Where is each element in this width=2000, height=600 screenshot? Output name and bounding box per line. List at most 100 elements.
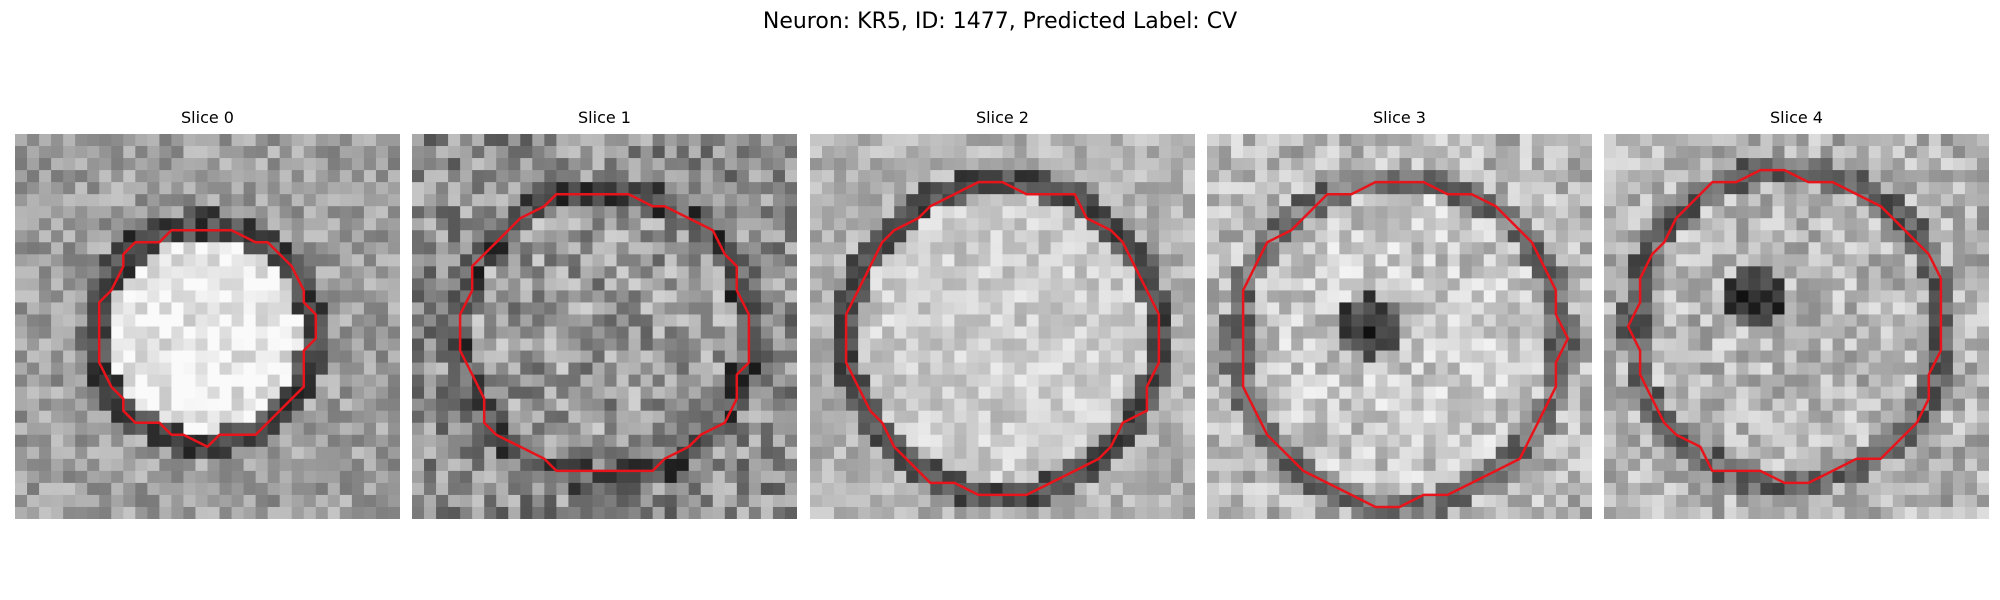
pixel-cell	[207, 242, 221, 255]
pixel-cell	[171, 494, 185, 508]
pixel-cell	[894, 230, 907, 243]
pixel-cell	[1952, 350, 1966, 364]
pixel-cell	[1002, 230, 1016, 243]
pixel-cell	[700, 242, 714, 255]
pixel-cell	[448, 206, 461, 219]
pixel-cell	[1495, 290, 1509, 304]
pixel-cell	[1207, 158, 1220, 171]
pixel-cell	[351, 278, 365, 292]
pixel-cell	[1279, 494, 1292, 508]
pixel-cell	[870, 230, 883, 243]
pixel-cell	[1459, 422, 1473, 436]
pixel-cell	[772, 314, 786, 328]
pixel-cell	[834, 290, 847, 304]
pixel-cell	[1026, 194, 1040, 207]
pixel-cell	[1110, 254, 1124, 267]
pixel-cell	[183, 146, 197, 159]
pixel-cell	[147, 278, 160, 292]
pixel-cell	[520, 374, 533, 388]
pixel-cell	[1315, 182, 1328, 195]
pixel-cell	[784, 386, 797, 400]
pixel-cell	[496, 170, 509, 183]
pixel-cell	[1724, 326, 1737, 340]
pixel-cell	[1110, 326, 1124, 340]
pixel-cell	[1014, 158, 1028, 171]
pixel-cell	[183, 290, 197, 304]
pixel-cell	[1700, 218, 1713, 231]
pixel-cell	[436, 170, 449, 183]
pixel-cell	[1471, 158, 1485, 171]
pixel-cell	[1291, 494, 1304, 508]
pixel-cell	[159, 134, 173, 147]
pixel-cell	[1507, 422, 1521, 436]
pixel-cell	[412, 206, 425, 219]
pixel-cell	[652, 266, 666, 279]
pixel-cell	[508, 458, 521, 472]
pixel-cell	[339, 278, 353, 292]
pixel-cell	[1423, 434, 1437, 448]
pixel-cell	[1459, 302, 1473, 316]
pixel-cell	[63, 134, 76, 147]
pixel-cell	[27, 470, 40, 484]
pixel-cell	[1736, 374, 1749, 388]
pixel-cell	[1459, 446, 1473, 460]
pixel-cell	[508, 446, 521, 460]
pixel-cell	[159, 182, 173, 195]
pixel-cell	[978, 470, 992, 484]
pixel-cell	[51, 290, 64, 304]
pixel-cell	[87, 458, 100, 472]
pixel-cell	[664, 218, 678, 231]
pixel-cell	[870, 458, 883, 472]
pixel-cell	[1760, 182, 1774, 195]
pixel-cell	[63, 410, 76, 424]
pixel-cell	[15, 422, 28, 436]
pixel-cell	[39, 158, 52, 171]
pixel-cell	[1760, 314, 1774, 328]
pixel-cell	[676, 278, 690, 292]
pixel-cell	[1736, 446, 1749, 460]
pixel-cell	[1880, 230, 1894, 243]
pixel-cell	[159, 170, 173, 183]
pixel-cell	[363, 470, 377, 484]
pixel-cell	[1182, 482, 1195, 496]
pixel-cell	[1904, 374, 1918, 388]
pixel-cell	[942, 482, 955, 496]
pixel-cell	[279, 314, 293, 328]
pixel-cell	[772, 494, 786, 508]
pixel-cell	[1507, 158, 1521, 171]
pixel-cell	[1387, 218, 1401, 231]
pixel-cell	[784, 206, 797, 219]
pixel-cell	[592, 482, 606, 496]
pixel-cell	[822, 242, 835, 255]
pixel-cell	[1002, 158, 1016, 171]
pixel-cell	[1423, 410, 1437, 424]
pixel-cell	[772, 218, 786, 231]
pixel-cell	[1844, 242, 1858, 255]
pixel-cell	[652, 230, 666, 243]
pixel-cell	[846, 458, 859, 472]
pixel-cell	[724, 290, 738, 304]
pixel-cell	[1652, 266, 1665, 279]
pixel-cell	[1435, 314, 1449, 328]
pixel-cell	[1664, 182, 1677, 195]
pixel-cell	[1375, 494, 1389, 508]
pixel-cell	[1050, 206, 1064, 219]
pixel-cell	[1255, 482, 1268, 496]
pixel-cell	[448, 362, 461, 376]
pixel-cell	[243, 374, 257, 388]
pixel-cell	[1916, 362, 1930, 376]
pixel-cell	[532, 338, 545, 352]
pixel-cell	[1712, 326, 1725, 340]
pixel-cell	[592, 458, 606, 472]
pixel-cell	[63, 290, 76, 304]
pixel-cell	[604, 254, 618, 267]
pixel-cell	[363, 494, 377, 508]
pixel-cell	[363, 350, 377, 364]
pixel-cell	[1664, 338, 1677, 352]
pixel-cell	[1062, 302, 1076, 316]
pixel-cell	[1399, 314, 1413, 328]
pixel-cell	[1351, 386, 1365, 400]
pixel-cell	[846, 242, 859, 255]
pixel-cell	[1880, 194, 1894, 207]
pixel-cell	[1844, 362, 1858, 376]
